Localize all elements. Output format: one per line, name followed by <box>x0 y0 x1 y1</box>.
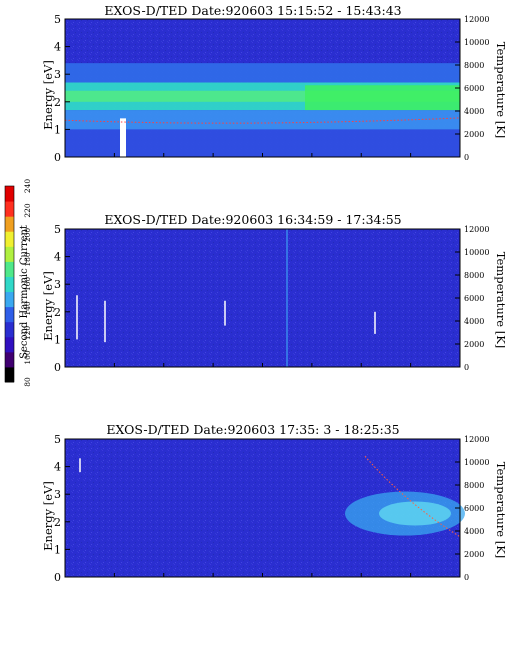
colorbar-swatch <box>5 261 14 277</box>
y2-tick-label: 10000 <box>464 248 489 257</box>
colorbar-tick-label: 180 <box>23 252 32 267</box>
colorbar-swatch <box>5 351 14 368</box>
y2-tick-label: 8000 <box>464 271 484 280</box>
y2-tick-label: 6000 <box>464 504 484 513</box>
panel-3-enhancement-core <box>379 501 451 526</box>
y2-tick-label: 10000 <box>464 38 489 47</box>
spectrogram-band-1 <box>65 110 460 130</box>
spectrogram-texture <box>65 229 460 367</box>
y2-tick-label: 6000 <box>464 294 484 303</box>
colorbar-label: Second Harmonic Current <box>19 225 30 359</box>
colorbar-swatch <box>5 276 14 293</box>
panel-1-y2-axis-label: Temperature [K] <box>494 42 505 139</box>
colorbar-swatch <box>5 336 14 353</box>
y-tick-label: 1 <box>54 333 61 346</box>
colorbar-tick-label: 120 <box>23 326 32 341</box>
colorbar-tick-label: 220 <box>23 203 32 218</box>
y-tick-label: 4 <box>54 461 61 474</box>
y-tick-label: 2 <box>54 96 61 109</box>
panel-2-title: EXOS-D/TED Date:920603 16:34:59 - 17:34:… <box>104 212 401 227</box>
energy-spectrogram-panel-3: EXOS-D/TED Date:920603 17:35: 3 - 18:25:… <box>41 422 505 584</box>
panel-2-plot-area: 0 1 2 3 4 5 0UTALTILATMLTGLATGLON16:34:595412.… <box>54 223 489 374</box>
colorbar-swatch <box>5 306 14 323</box>
y-tick-label: 0 <box>54 571 61 584</box>
energy-spectrogram-panel-2: EXOS-D/TED Date:920603 16:34:59 - 17:34:… <box>41 212 505 374</box>
spectrogram-band-4 <box>65 63 460 83</box>
panel-1-y-axis-label: Energy [eV] <box>41 60 55 130</box>
bright-band-segment <box>305 85 460 111</box>
y2-tick-label: 12000 <box>464 15 489 24</box>
colorbar-swatch <box>5 321 14 338</box>
spectrogram-band-3 <box>65 90 460 102</box>
y-tick-label: 2 <box>54 516 61 529</box>
colorbar-swatches <box>4 185 15 383</box>
panel-3-plot-area: 0 1 2 3 4 5 0UTALTILATMLTGLATGLON17:35: 38926.… <box>54 433 489 584</box>
colorbar: 80 100 120 140 160 180 200 220 240 Second Harmon… <box>4 179 32 387</box>
panel-3-title: EXOS-D/TED Date:920603 17:35: 3 - 18:25:… <box>106 422 399 437</box>
panel-1-title: EXOS-D/TED Date:920603 15:15:52 - 15:43:… <box>104 3 401 18</box>
y2-tick-label: 2000 <box>464 550 484 559</box>
colorbar-swatch <box>5 201 14 217</box>
y-tick-label: 4 <box>54 251 61 264</box>
colorbar-swatch <box>5 216 14 232</box>
colorbar-tick-label: 160 <box>23 277 32 292</box>
y2-tick-label: 8000 <box>464 481 484 490</box>
colorbar-tick-label: 100 <box>23 350 32 365</box>
y2-tick-label: 4000 <box>464 107 484 116</box>
panel-2-y-axis-label: Energy [eV] <box>41 271 55 341</box>
colorbar-swatch <box>5 366 14 383</box>
y-tick-label: 3 <box>54 488 61 501</box>
colorbar-swatch <box>5 186 14 202</box>
y-tick-label: 1 <box>54 543 61 556</box>
y2-tick-label: 2000 <box>464 340 484 349</box>
colorbar-tick-label: 240 <box>23 179 32 194</box>
y2-tick-label: 10000 <box>464 458 489 467</box>
y2-tick-label: 4000 <box>464 527 484 536</box>
energy-spectrogram-panel-1: EXOS-D/TED Date:920603 15:15:52 - 15:43:… <box>41 3 505 164</box>
y-tick-label: 4 <box>54 41 61 54</box>
panel-2-y2-axis-label: Temperature [K] <box>494 252 505 349</box>
panel-3-y2-axis-label: Temperature [K] <box>494 462 505 559</box>
y2-tick-label: 0UTALTILATMLTGLATGLON17:35: 38926.75.221… <box>464 573 469 582</box>
y-tick-label: 5 <box>54 13 61 26</box>
colorbar-frame <box>4 185 15 383</box>
y2-tick-label: 8000 <box>464 61 484 70</box>
panel-3-y-axis-label: Energy [eV] <box>41 481 55 551</box>
y-tick-label: 3 <box>54 68 61 81</box>
colorbar-tick-label: 140 <box>23 301 32 316</box>
colorbar-swatch <box>5 246 14 262</box>
colorbar-ticks: 80 100 120 140 160 180 200 220 240 <box>23 179 32 387</box>
y-tick-label: 3 <box>54 278 61 291</box>
spectrogram-band-0 <box>65 129 460 157</box>
y-tick-label: 5 <box>54 223 61 236</box>
y2-tick-label: 0UTALTILATMLTGLATGLON16:34:595412.51.931… <box>464 363 469 372</box>
y-tick-label: 1 <box>54 123 61 136</box>
colorbar-swatch <box>5 291 14 308</box>
y-tick-label: 0 <box>54 151 61 164</box>
y-tick-label: 2 <box>54 306 61 319</box>
colorbar-swatch <box>5 231 14 247</box>
y2-tick-label: 0UTALTILATMLTGLATGLON15:15:524876.44.412… <box>464 153 469 162</box>
y2-tick-label: 4000 <box>464 317 484 326</box>
y2-tick-label: 2000 <box>464 130 484 139</box>
y2-tick-label: 12000 <box>464 435 489 444</box>
colorbar-tick-label: 80 <box>23 377 32 387</box>
y-tick-label: 5 <box>54 433 61 446</box>
colorbar-tick-label: 200 <box>23 228 32 243</box>
panel-1-plot-area: 0 1 2 3 4 5 0UTALTILATMLTGLATGLON15:15:524876.… <box>54 13 489 164</box>
data-gap <box>120 118 126 157</box>
y2-tick-label: 12000 <box>464 225 489 234</box>
y2-tick-label: 6000 <box>464 84 484 93</box>
y-tick-label: 0 <box>54 361 61 374</box>
